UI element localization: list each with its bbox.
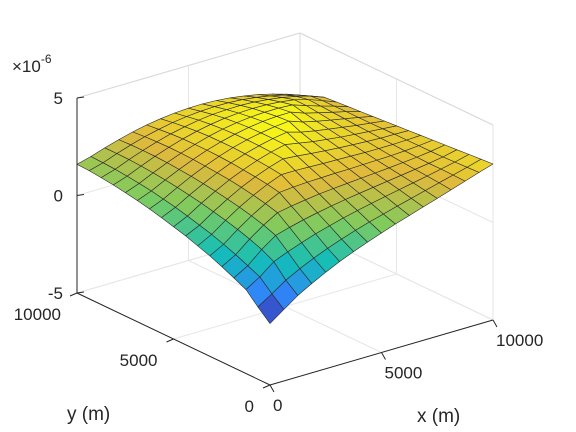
y-tick-label: 10000: [14, 305, 61, 324]
z-exponent-label: ×10-6: [12, 52, 52, 76]
y-axis-label: y (m): [67, 404, 110, 425]
y-tick-mark: [69, 292, 78, 297]
x-tick-mark: [492, 319, 498, 328]
x-tick-mark: [269, 384, 275, 393]
box-edge: [299, 32, 494, 126]
y-tick-label: 5000: [120, 351, 158, 370]
tick-labels: 0 5000 10000 0 5000 10000 -5 0 5: [14, 89, 544, 416]
z-tick-label: 0: [54, 187, 63, 206]
x-tick-label: 5000: [385, 364, 423, 383]
x-axis-label: x (m): [417, 406, 460, 427]
x-tick-mark: [381, 352, 386, 360]
z-tick-label: -5: [48, 284, 63, 303]
y-tick-mark: [262, 384, 271, 389]
z-tick-mark: [76, 96, 85, 99]
y-tick-label: 0: [245, 397, 254, 416]
surface-mesh: [76, 93, 494, 324]
y-tick-mark: [166, 338, 174, 343]
surface-cell: [285, 93, 313, 97]
x-tick-label: 10000: [496, 331, 543, 350]
z-tick-mark: [76, 194, 85, 196]
z-tick-mark: [76, 291, 85, 294]
box-edge: [76, 32, 301, 99]
z-tick-label: 5: [54, 89, 63, 108]
x-tick-label: 0: [273, 396, 282, 415]
